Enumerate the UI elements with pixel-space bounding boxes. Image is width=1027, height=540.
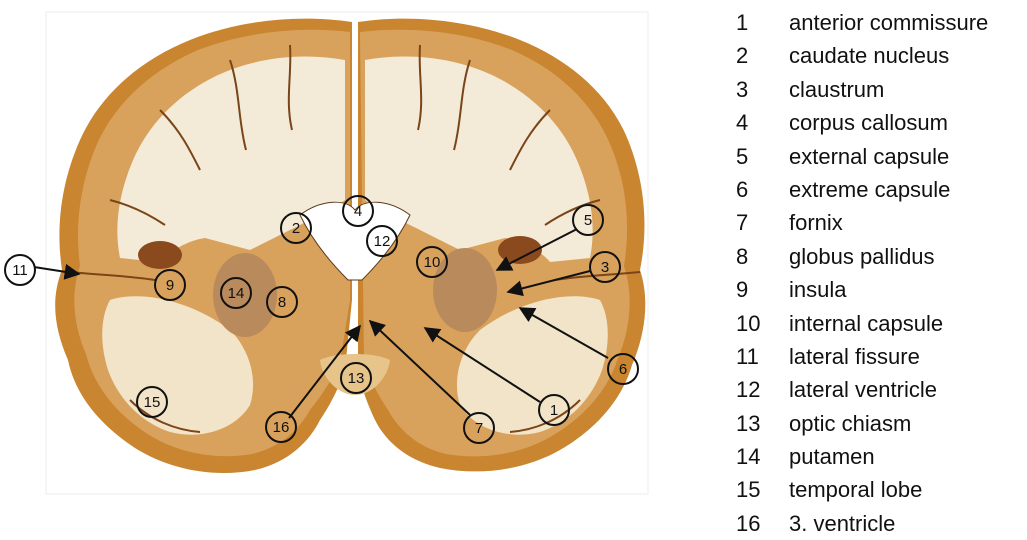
legend-number: 1 [736,10,749,35]
legend-number: 16 [736,510,761,536]
legend-label: external capsule [789,143,950,169]
legend-item: 8 globus pallidus [736,240,1026,273]
legend-number: 11 [736,343,759,369]
marker-16: 16 [265,411,297,443]
legend-item: 6 extreme capsule [736,173,1026,206]
legend-item: 14 putamen [736,440,1026,473]
marker-8: 8 [266,286,298,318]
svg-text:3: 3 [601,259,609,276]
svg-text:10: 10 [424,254,441,271]
legend-item: 12 lateral ventricle [736,373,1026,406]
svg-text:8: 8 [278,294,286,311]
number-markers: 1 2 3 4 5 6 7 8 9 10 11 12 13 14 15 16 [4,195,639,444]
legend-label: anterior commissure [789,10,989,35]
marker-11: 11 [4,254,36,286]
legend-label: temporal lobe [789,477,923,503]
legend-number: 12 [736,377,761,403]
svg-text:9: 9 [166,277,174,294]
legend-number: 10 [736,310,761,336]
legend-label: fornix [789,210,843,236]
left-putamen [213,253,277,337]
svg-text:14: 14 [228,285,245,302]
legend-label: putamen [789,444,875,470]
legend-label: corpus callosum [789,110,948,136]
legend-number: 3 [736,76,749,102]
svg-text:15: 15 [144,394,161,411]
legend-number: 4 [736,110,749,136]
optic-chiasm-region [320,354,390,395]
marker-10: 10 [416,246,448,278]
svg-text:12: 12 [374,233,391,250]
brain-coronal-section [55,18,646,474]
legend-label: insula [789,277,847,303]
marker-12: 12 [366,225,398,257]
legend-label: lateral ventricle [789,377,937,403]
legend-label: caudate nucleus [789,43,950,69]
legend-number: 9 [736,277,749,303]
svg-text:1: 1 [550,402,558,419]
legend-label: claustrum [789,76,885,102]
legend-item: 16 3. ventricle [736,507,1026,540]
legend-item: 15 temporal lobe [736,473,1026,506]
legend-label: 3. ventricle [789,510,896,536]
marker-9: 9 [154,269,186,301]
legend-item: 5 external capsule [736,140,1026,173]
legend-item: 2 caudate nucleus [736,39,1026,72]
legend-item: 3 claustrum [736,73,1026,106]
marker-5: 5 [572,204,604,236]
legend-label: globus pallidus [789,243,935,269]
legend-number: 8 [736,243,749,269]
marker-3: 3 [589,251,621,283]
svg-text:13: 13 [348,370,365,387]
right-putamen [433,248,497,332]
marker-7: 7 [463,412,495,444]
marker-1: 1 [538,394,570,426]
legend-item: 4 corpus callosum [736,106,1026,139]
left-insula-region [138,241,182,269]
legend-number: 2 [736,43,749,69]
marker-2: 2 [280,212,312,244]
legend-number: 5 [736,143,749,169]
pointer-arrows [33,228,609,419]
marker-6: 6 [607,353,639,385]
legend-item: 9 insula [736,273,1026,306]
legend-number: 15 [736,477,761,503]
legend-item: 10 internal capsule [736,307,1026,340]
svg-text:6: 6 [619,361,627,378]
legend-number: 6 [736,176,749,202]
legend-label: lateral fissure [789,343,920,369]
legend-item: 11 lateral fissure [736,340,1026,373]
left-temporal-white [102,296,254,435]
svg-text:7: 7 [475,420,483,437]
right-temporal-white [456,296,608,435]
legend-label: optic chiasm [789,410,912,436]
svg-text:2: 2 [292,220,300,237]
svg-text:4: 4 [354,203,362,220]
brain-section-figure: 1 2 3 4 5 6 7 8 9 10 11 12 13 14 15 16 [4,11,649,495]
legend-item: 7 fornix [736,206,1026,239]
svg-text:11: 11 [12,262,28,279]
legend-label: extreme capsule [789,176,951,202]
legend-number: 13 [736,410,761,436]
legend-label: internal capsule [789,310,944,336]
structure-legend: 1 anterior commissure 2 caudate nucleus 3 c… [736,6,1026,540]
marker-14: 14 [220,277,252,309]
legend-number: 14 [736,444,761,470]
legend-item: 13 optic chiasm [736,407,1026,440]
legend-number: 7 [736,210,749,236]
marker-13: 13 [340,362,372,394]
svg-text:16: 16 [273,419,290,436]
marker-4: 4 [342,195,374,227]
marker-15: 15 [136,386,168,418]
legend-item: 1 anterior commissure [736,6,1026,39]
svg-text:5: 5 [584,212,592,229]
